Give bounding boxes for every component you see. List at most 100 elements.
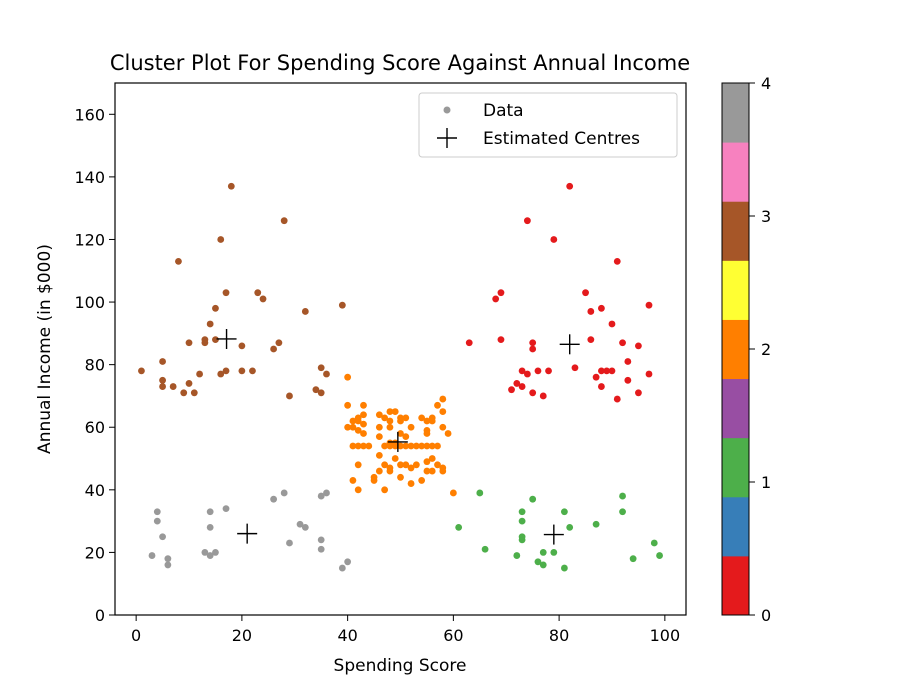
cluster-3-point — [159, 383, 166, 390]
cluster-2-point — [439, 467, 447, 475]
y-axis-ticks: 0 20 40 60 80 100 120 140 160 — [74, 105, 115, 625]
cluster-1-point — [534, 558, 542, 566]
x-axis-label: Spending Score — [334, 656, 467, 676]
x-tick-label: 40 — [337, 626, 357, 645]
cluster-0-point — [571, 364, 579, 372]
cluster-4-point — [323, 489, 330, 497]
cluster-4-point — [212, 549, 219, 556]
y-tick-label: 40 — [85, 481, 105, 500]
cluster-4-point — [301, 523, 309, 531]
y-tick-label: 140 — [74, 168, 105, 187]
legend-data-marker — [443, 106, 451, 114]
cluster-3-point — [169, 383, 177, 390]
cluster-2-point — [354, 486, 362, 494]
cluster-2-point — [375, 411, 383, 419]
x-tick-label: 100 — [650, 626, 681, 645]
cluster-0-point — [608, 320, 616, 328]
cluster-2-point — [354, 442, 362, 450]
cluster-2-point — [354, 461, 362, 469]
cluster-2-point — [402, 414, 410, 422]
cluster-1-point — [566, 523, 574, 531]
legend-data-label: Data — [483, 101, 524, 121]
cluster-3-point — [159, 358, 166, 365]
cluster-1-point — [455, 523, 463, 531]
cluster-3-point — [238, 342, 246, 350]
y-tick-label: 100 — [74, 293, 105, 312]
cluster-2-point — [386, 408, 394, 415]
colorbar-segments — [722, 83, 749, 616]
cluster-3-point — [206, 320, 214, 328]
x-tick-label: 80 — [549, 626, 569, 645]
cluster-2-point — [365, 442, 373, 450]
cluster-0-point — [539, 392, 547, 400]
y-axis-label: Annual Income (in $000) — [35, 244, 55, 454]
cluster-0-point — [582, 289, 589, 297]
cluster-3-point — [280, 217, 288, 225]
cluster-2-point — [381, 442, 389, 450]
cluster-2-point — [391, 442, 399, 450]
cluster-1-point — [629, 555, 637, 563]
cluster-0-point — [613, 257, 621, 265]
cluster-2-point — [360, 430, 367, 437]
cluster-2-point — [423, 442, 431, 450]
colorbar-segment — [722, 496, 749, 557]
cluster-3-point — [185, 339, 193, 347]
y-tick-label: 20 — [85, 543, 105, 562]
cluster-3-point — [238, 367, 246, 375]
centre-marker — [559, 334, 580, 355]
cluster-3-point — [338, 301, 346, 309]
cluster-2-point — [434, 461, 441, 469]
cluster-2-point — [349, 442, 357, 450]
cluster-2-point — [412, 461, 420, 469]
colorbar-tick-label: 2 — [761, 340, 771, 359]
cluster-0-point — [645, 301, 653, 309]
cluster-3-point — [301, 308, 309, 315]
cluster-2-point — [434, 401, 441, 409]
cluster-2-point — [360, 401, 367, 409]
cluster-3-point — [254, 289, 262, 297]
cluster-4-point — [344, 558, 352, 566]
cluster-3-point — [180, 389, 188, 397]
cluster-2-point — [391, 455, 399, 462]
centre-marker — [543, 524, 564, 545]
x-axis-ticks: 0 20 40 60 80 100 — [131, 615, 680, 645]
cluster-4-point — [148, 552, 156, 559]
cluster-0-point — [645, 370, 653, 378]
cluster-2-point — [402, 461, 410, 469]
cluster-3-point — [317, 389, 325, 397]
cluster-3-point — [185, 380, 193, 387]
cluster-2-point — [397, 473, 404, 481]
cluster-2-point — [386, 423, 394, 431]
cluster-1-point — [560, 508, 568, 516]
cluster-4-point — [153, 517, 161, 525]
cluster-2-point — [439, 395, 447, 403]
cluster-0-point — [550, 236, 558, 243]
colorbar-segment — [722, 260, 749, 320]
cluster-0-point — [635, 389, 642, 397]
cluster-0-point — [497, 289, 505, 297]
cluster-2-point — [344, 373, 352, 381]
cluster-2-point — [434, 442, 441, 450]
colorbar-segment — [722, 83, 749, 143]
centre-marker — [237, 523, 258, 544]
cluster-4-point — [296, 520, 304, 528]
cluster-1-point — [650, 539, 658, 547]
cluster-3-point — [259, 295, 267, 303]
colorbar-segment — [722, 201, 749, 261]
y-tick-label: 120 — [74, 230, 105, 249]
colorbar-segment — [722, 437, 749, 498]
cluster-2-point — [418, 477, 426, 484]
cluster-0-point — [508, 386, 515, 394]
cluster-0-point — [492, 295, 500, 303]
cluster-2-point — [439, 408, 447, 415]
cluster-0-point — [608, 367, 616, 375]
cluster-2-point — [418, 442, 426, 450]
cluster-1-point — [656, 552, 663, 559]
cluster-0-point — [624, 376, 632, 384]
cluster-4-point — [164, 561, 172, 569]
cluster-2-point — [428, 455, 436, 462]
legend-box — [418, 92, 678, 158]
cluster-0-point — [635, 342, 642, 350]
cluster-2-point — [386, 442, 394, 450]
